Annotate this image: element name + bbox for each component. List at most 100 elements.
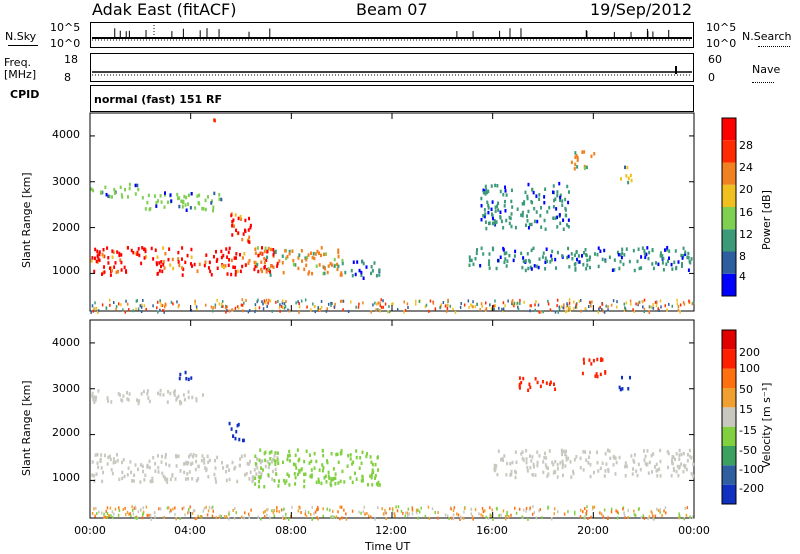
velocity-noise-cell (404, 514, 407, 518)
power-data-cell (187, 193, 190, 198)
velocity-data-cell (225, 464, 228, 469)
power-data-cell (263, 249, 266, 254)
velocity-noise-cell (345, 512, 347, 516)
power-noise-cell (156, 306, 158, 310)
velocity-data-cell (378, 483, 381, 487)
velocity-noise-cell (122, 508, 124, 512)
velocity-noise-cell (521, 515, 523, 519)
power-noise-cell (333, 305, 336, 309)
velocity-noise-cell (184, 513, 186, 517)
power-noise-cell (517, 308, 520, 312)
power-noise-cell (318, 308, 321, 312)
power-data-cell (613, 268, 616, 272)
power-data-cell (137, 187, 140, 192)
power-colorbar-segment (722, 273, 736, 296)
velocity-noise-cell (689, 515, 691, 519)
velocity-data-cell (538, 454, 541, 458)
velocity-data-cell (635, 469, 638, 473)
power-data-cell (265, 258, 268, 262)
power-noise-cell (517, 305, 519, 309)
velocity-data-cell (522, 376, 525, 381)
velocity-data-cell (102, 470, 105, 475)
velocity-data-cell (528, 382, 531, 386)
nsky-marker (8, 45, 38, 46)
velocity-data-cell (592, 358, 595, 363)
velocity-data-cell (294, 463, 297, 467)
velocity-data-cell (130, 470, 133, 475)
power-data-cell (619, 253, 622, 257)
velocity-noise-cell (167, 506, 170, 510)
power-noise-cell (494, 304, 497, 308)
power-noise-cell (265, 298, 268, 302)
power-noise-cell (126, 302, 129, 306)
power-noise-cell (638, 300, 641, 304)
power-noise-cell (692, 301, 695, 305)
power-noise-cell (424, 305, 427, 309)
power-data-cell (588, 265, 591, 270)
power-data-cell (167, 257, 170, 262)
velocity-data-cell (643, 458, 646, 462)
velocity-data-cell (359, 456, 362, 460)
power-data-cell (620, 255, 623, 260)
velocity-data-cell (133, 473, 136, 477)
power-data-cell (537, 265, 540, 270)
velocity-data-cell (521, 450, 524, 454)
velocity-data-cell (184, 477, 187, 481)
velocity-noise-cell (506, 510, 508, 514)
power-noise-cell (549, 308, 552, 312)
velocity-data-cell (151, 476, 154, 481)
power-data-cell (574, 266, 577, 271)
velocity-noise-cell (395, 505, 397, 509)
velocity-data-cell (139, 463, 142, 467)
power-data-cell (482, 213, 485, 218)
power-noise-cell (587, 304, 590, 308)
velocity-noise-cell (124, 513, 127, 517)
power-noise-cell (574, 305, 577, 309)
power-data-cell (503, 251, 506, 256)
velocity-noise-cell (418, 510, 421, 514)
velocity-data-cell (94, 395, 97, 400)
power-noise-cell (513, 301, 516, 305)
velocity-data-cell (310, 473, 313, 477)
velocity-data-cell (328, 476, 331, 480)
velocity-noise-cell (126, 510, 129, 514)
power-data-cell (608, 255, 611, 260)
power-data-cell (126, 246, 129, 250)
power-data-cell (276, 261, 279, 266)
velocity-data-cell (682, 463, 685, 468)
power-data-cell (247, 261, 250, 266)
power-noise-cell (654, 300, 657, 304)
power-data-cell (104, 185, 107, 190)
power-data-cell (190, 255, 193, 259)
velocity-data-cell (672, 468, 675, 473)
power-data-cell (555, 215, 558, 220)
velocity-data-cell (154, 461, 157, 466)
power-data-cell (128, 186, 131, 191)
velocity-data-cell (573, 458, 576, 462)
power-data-cell (162, 260, 165, 264)
power-data-cell (329, 261, 332, 266)
velocity-noise-cell (360, 511, 362, 515)
power-data-cell (230, 258, 233, 263)
velocity-noise-cell (188, 510, 190, 514)
velocity-noise-cell (417, 516, 419, 520)
power-noise-cell (688, 299, 690, 303)
velocity-noise-cell (397, 505, 400, 509)
velocity-data-cell (281, 460, 284, 465)
power-data-cell (490, 207, 493, 212)
power-data-cell (640, 255, 643, 259)
power-noise-cell (280, 304, 283, 308)
power-noise-cell (454, 310, 457, 314)
velocity-data-cell (545, 456, 548, 460)
power-data-cell (549, 260, 552, 264)
power-noise-cell (530, 304, 532, 308)
velocity-noise-cell (232, 509, 234, 513)
velocity-colorbar-segment (722, 368, 736, 388)
power-data-cell (205, 253, 208, 257)
power-data-cell (95, 259, 98, 264)
velocity-data-cell (260, 472, 263, 476)
power-data-cell (491, 214, 494, 218)
power-data-cell (125, 270, 128, 274)
power-noise-cell (115, 305, 118, 309)
power-data-cell (239, 252, 242, 257)
